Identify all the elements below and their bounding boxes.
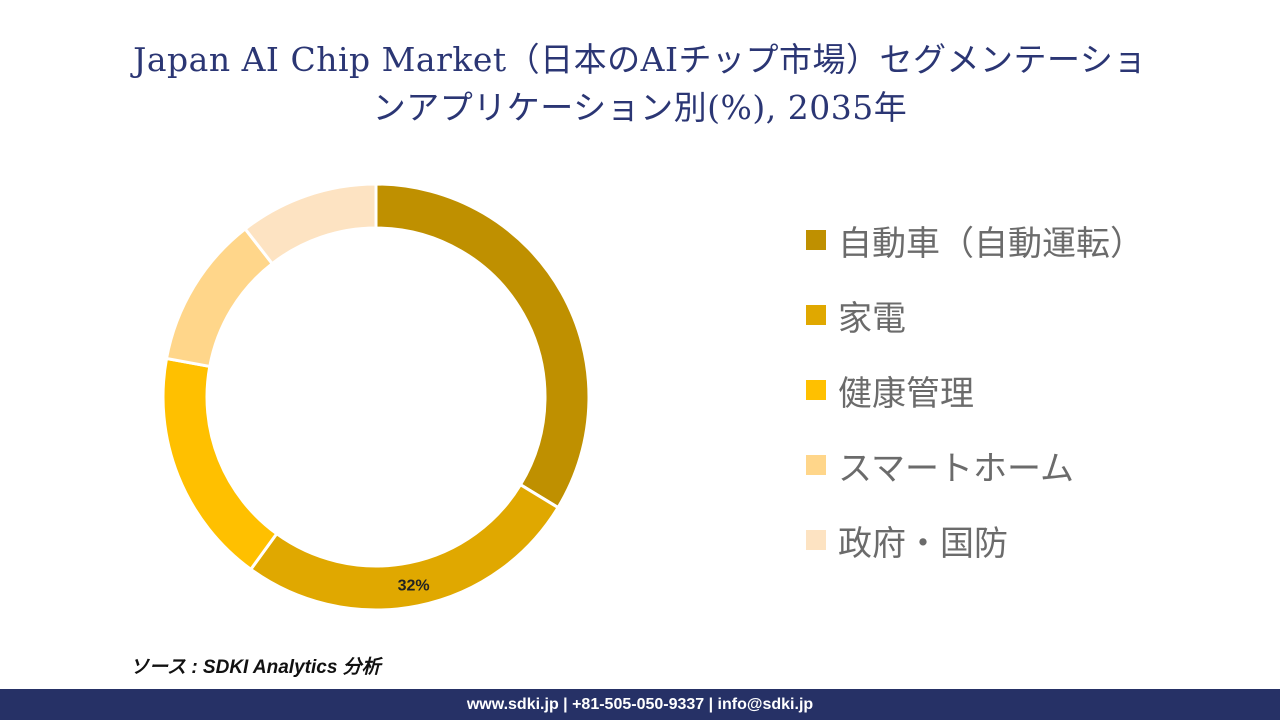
legend-swatch <box>806 230 826 250</box>
legend-label: 健康管理 <box>838 373 974 414</box>
legend-label: スマートホーム <box>838 448 1074 489</box>
legend-swatch <box>806 380 826 400</box>
legend-item-4: スマートホーム <box>806 415 1144 515</box>
legend-swatch <box>806 455 826 475</box>
legend-item-1: 自動車（自動運転） <box>806 190 1144 290</box>
donut-slice-3 <box>161 356 279 572</box>
chart-title: Japan AI Chip Market（日本のAIチップ市場）セグメンテーショ… <box>40 36 1240 132</box>
donut-slice-5 <box>243 182 378 266</box>
legend-label: 政府・国防 <box>838 523 1008 564</box>
chart-legend: 自動車（自動運転） 家電健康管理スマートホーム 政府・国防 <box>806 190 1144 590</box>
data-label-2: 32% <box>398 577 430 594</box>
legend-label: 自動車（自動運転） <box>838 223 1144 264</box>
legend-item-2: 家電 <box>806 265 1144 365</box>
footer-contact: www.sdki.jp | +81-505-050-9337 | info@sd… <box>0 689 1280 720</box>
legend-item-5: 政府・国防 <box>806 490 1144 590</box>
legend-swatch <box>806 305 826 325</box>
donut-slice-4 <box>164 226 275 369</box>
chart-title-line2: ンアプリケーション別(%), 2035年 <box>372 88 908 127</box>
legend-item-3: 健康管理 <box>806 340 1144 440</box>
chart-title-line1: Japan AI Chip Market（日本のAIチップ市場）セグメンテーショ <box>133 40 1147 79</box>
legend-swatch <box>806 530 826 550</box>
legend-label: 家電 <box>838 298 906 339</box>
donut-slice-1 <box>374 182 591 510</box>
source-note: ソース : SDKI Analytics 分析 <box>130 657 381 678</box>
